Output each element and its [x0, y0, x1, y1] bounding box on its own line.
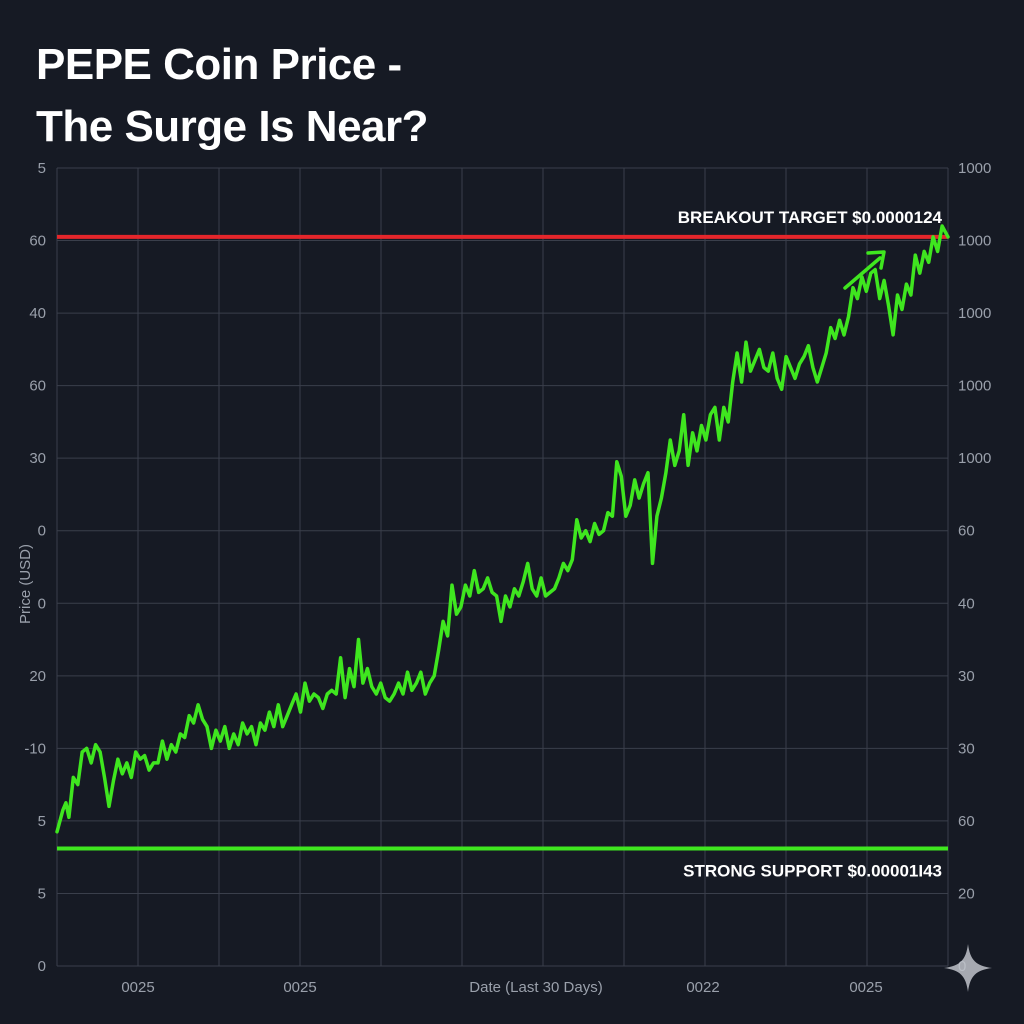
y-tick-left: 0: [38, 958, 46, 975]
y-tick-left: 5: [38, 160, 46, 177]
y-tick-right: 1000: [958, 378, 991, 395]
x-axis-label: Date (Last 30 Days): [469, 979, 602, 996]
y-tick-right: 1000: [958, 450, 991, 467]
y-tick-right: 30: [958, 740, 975, 757]
y-tick-left: 20: [29, 668, 46, 685]
y-tick-left: 0: [38, 595, 46, 612]
trend-arrow-shaft: [843, 256, 882, 290]
y-tick-right: 40: [958, 595, 975, 612]
trend-arrow-icon: [866, 250, 886, 270]
chart-title-line-2: The Surge Is Near?: [36, 102, 429, 151]
y-tick-left: -10: [24, 740, 46, 757]
y-tick-right: 60: [958, 523, 975, 540]
chart-title-line-1: PEPE Coin Price -: [36, 40, 402, 89]
breakout-target-label: BREAKOUT TARGET $0.0000124: [678, 208, 943, 227]
y-tick-left: 5: [38, 813, 46, 830]
sparkle-icon: [944, 944, 992, 992]
y-tick-right: 30: [958, 668, 975, 685]
x-tick: 0025: [121, 979, 154, 996]
y-tick-right: 1000: [958, 233, 991, 250]
y-tick-left: 60: [29, 378, 46, 395]
y-tick-left: 30: [29, 450, 46, 467]
y-tick-left: 5: [38, 885, 46, 902]
y-tick-right: 1000: [958, 305, 991, 322]
x-tick: 0025: [283, 979, 316, 996]
y-axis-label: Price (USD): [17, 544, 34, 624]
chart-title: PEPE Coin Price - The Surge Is Near?: [36, 34, 429, 158]
y-tick-left: 0: [38, 523, 46, 540]
x-tick: 0025: [849, 979, 882, 996]
y-tick-left: 40: [29, 305, 46, 322]
y-tick-left: 60: [29, 233, 46, 250]
y-tick-right: 20: [958, 885, 975, 902]
x-tick: 0022: [686, 979, 719, 996]
y-tick-right: 60: [958, 813, 975, 830]
price-series-line: [55, 224, 950, 834]
y-tick-right: 1000: [958, 160, 991, 177]
strong-support-label: STRONG SUPPORT $0.00001I43: [683, 861, 942, 880]
